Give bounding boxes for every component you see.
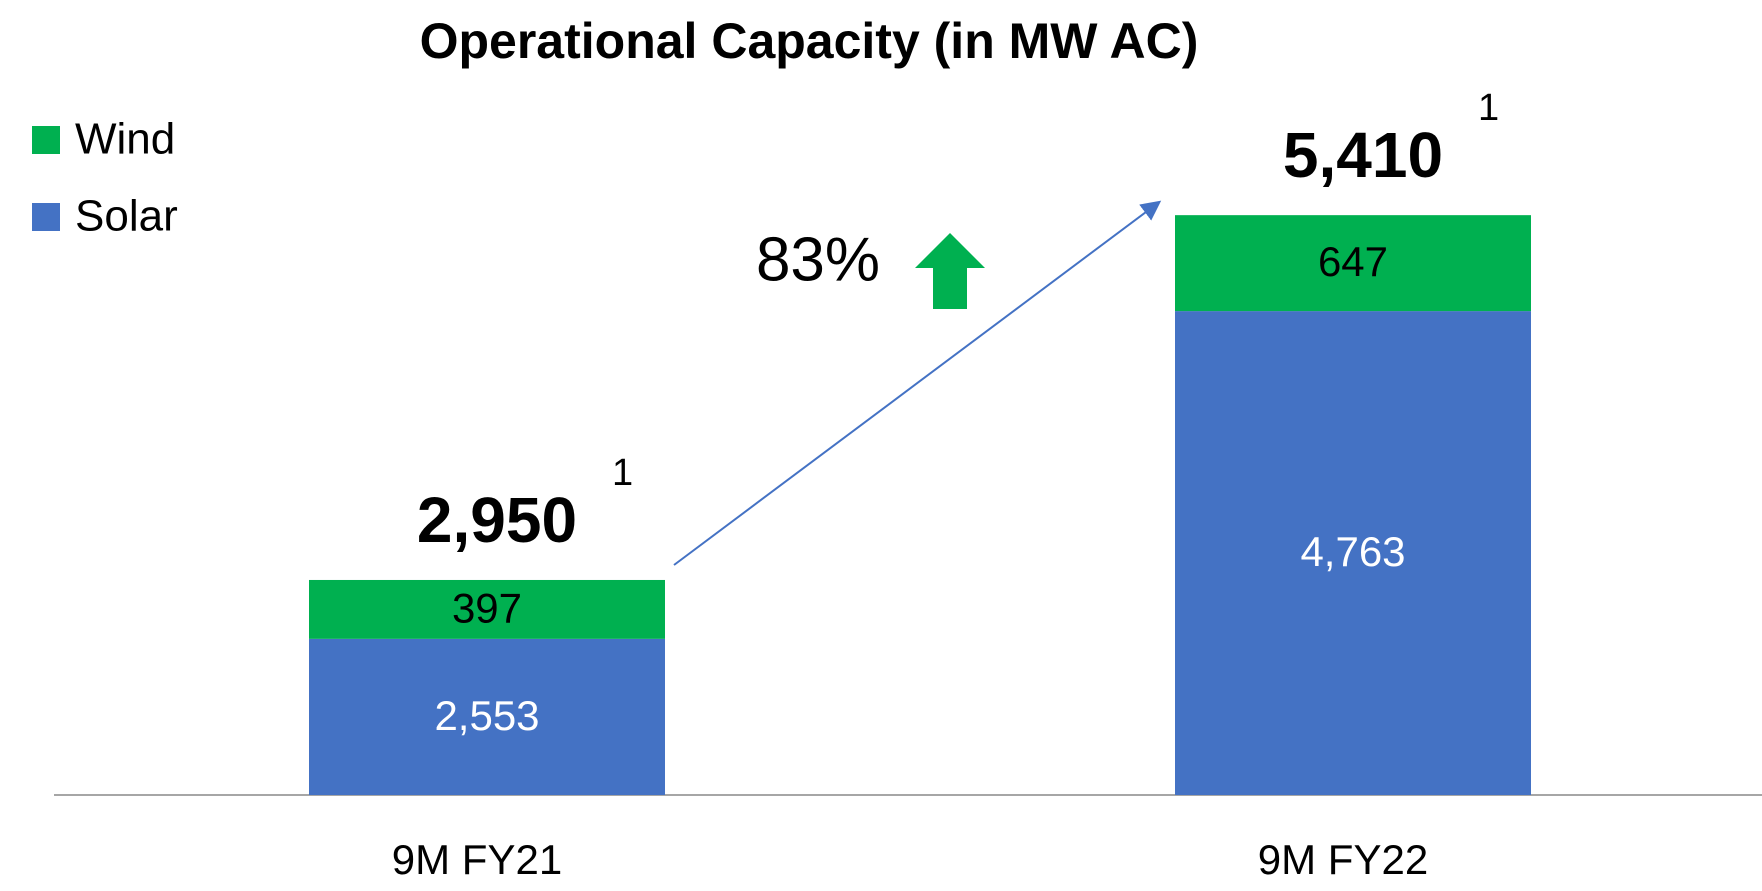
data-label: 4,763 bbox=[1300, 528, 1405, 575]
bar-segment bbox=[309, 638, 665, 795]
legend-label: Wind bbox=[75, 115, 175, 164]
footnote-mark: 1 bbox=[612, 452, 633, 494]
legend-label: Solar bbox=[75, 192, 178, 241]
x-tick-label: 9M FY22 bbox=[1258, 836, 1428, 883]
footnote-mark: 1 bbox=[1478, 87, 1499, 129]
bar-segment bbox=[1175, 311, 1531, 795]
legend-swatch bbox=[32, 203, 60, 231]
up-arrow-icon bbox=[915, 233, 985, 309]
bar-segment bbox=[1175, 215, 1531, 312]
data-label: 2,553 bbox=[434, 692, 539, 739]
growth-label: 83% bbox=[756, 225, 880, 294]
growth-arrow bbox=[673, 200, 1162, 566]
total-label: 5,410 bbox=[1283, 119, 1443, 191]
x-tick-label: 9M FY21 bbox=[392, 836, 562, 883]
total-label: 2,950 bbox=[417, 484, 577, 556]
data-label: 647 bbox=[1318, 238, 1388, 285]
chart-title: Operational Capacity (in MW AC) bbox=[420, 13, 1199, 69]
legend-swatch bbox=[32, 126, 60, 154]
data-label: 397 bbox=[452, 584, 522, 631]
bar-segment bbox=[309, 579, 665, 639]
